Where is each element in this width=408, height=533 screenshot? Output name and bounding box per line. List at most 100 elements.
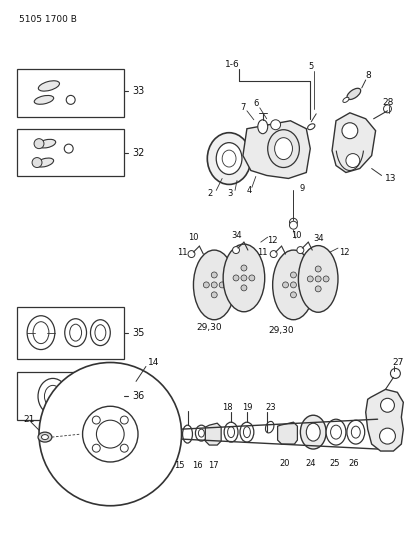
Text: 12: 12	[267, 236, 277, 245]
Ellipse shape	[326, 419, 346, 445]
Circle shape	[233, 275, 239, 281]
Polygon shape	[277, 422, 297, 444]
Circle shape	[270, 251, 277, 257]
Text: 11: 11	[177, 247, 187, 256]
Circle shape	[34, 139, 44, 149]
Circle shape	[283, 282, 288, 288]
Circle shape	[290, 272, 296, 278]
Circle shape	[82, 406, 138, 462]
Text: 34: 34	[313, 233, 324, 243]
Ellipse shape	[258, 120, 268, 134]
Ellipse shape	[38, 378, 68, 414]
Circle shape	[120, 444, 128, 452]
Text: 17: 17	[208, 462, 219, 471]
Text: 7: 7	[240, 103, 245, 112]
Circle shape	[241, 285, 247, 291]
Ellipse shape	[72, 379, 100, 413]
Ellipse shape	[38, 139, 55, 148]
Ellipse shape	[38, 432, 52, 442]
Ellipse shape	[70, 324, 82, 341]
Circle shape	[390, 368, 400, 378]
Polygon shape	[243, 121, 310, 179]
Circle shape	[379, 428, 395, 444]
Text: 8: 8	[366, 71, 371, 80]
Text: 6: 6	[254, 99, 259, 108]
Ellipse shape	[65, 319, 86, 346]
Ellipse shape	[308, 124, 315, 130]
Circle shape	[298, 282, 304, 288]
Ellipse shape	[300, 415, 326, 449]
Text: 10: 10	[291, 231, 302, 240]
Ellipse shape	[351, 426, 360, 438]
Ellipse shape	[91, 320, 110, 345]
Circle shape	[346, 154, 360, 167]
Ellipse shape	[330, 425, 341, 439]
Ellipse shape	[42, 434, 49, 440]
Ellipse shape	[95, 325, 106, 341]
Circle shape	[120, 416, 128, 424]
Circle shape	[92, 444, 100, 452]
Circle shape	[323, 276, 329, 282]
Circle shape	[241, 265, 247, 271]
Bar	[17, 373, 124, 420]
Text: 14: 14	[148, 358, 159, 367]
Text: 10: 10	[188, 232, 199, 241]
Ellipse shape	[193, 250, 235, 320]
Text: 4: 4	[247, 186, 252, 195]
Ellipse shape	[182, 425, 193, 443]
Text: 11: 11	[257, 247, 267, 256]
Circle shape	[211, 272, 217, 278]
Circle shape	[203, 282, 209, 288]
Ellipse shape	[347, 88, 361, 100]
Text: 29,30: 29,30	[196, 323, 222, 332]
Text: 2: 2	[207, 189, 213, 198]
Ellipse shape	[223, 244, 265, 312]
Circle shape	[297, 247, 304, 254]
Text: 20: 20	[279, 459, 290, 469]
Text: 5105 1700 B: 5105 1700 B	[19, 15, 77, 24]
Circle shape	[211, 282, 217, 288]
Circle shape	[39, 362, 182, 506]
Ellipse shape	[38, 81, 60, 91]
Ellipse shape	[198, 429, 204, 437]
Ellipse shape	[78, 386, 93, 406]
Text: 25: 25	[330, 459, 340, 469]
Text: 24: 24	[305, 459, 315, 469]
Circle shape	[32, 158, 42, 167]
Text: 18: 18	[222, 403, 233, 412]
Text: 32: 32	[132, 148, 144, 158]
Circle shape	[342, 123, 358, 139]
Ellipse shape	[266, 422, 274, 433]
Text: 35: 35	[132, 328, 144, 337]
Circle shape	[271, 120, 281, 130]
Text: 26: 26	[348, 459, 359, 469]
Text: 1-6: 1-6	[225, 60, 240, 69]
Ellipse shape	[244, 426, 251, 438]
Ellipse shape	[347, 420, 365, 444]
Bar	[17, 307, 124, 359]
Ellipse shape	[34, 95, 54, 104]
Ellipse shape	[228, 426, 235, 438]
Circle shape	[381, 398, 395, 412]
Polygon shape	[366, 389, 404, 451]
Ellipse shape	[44, 385, 61, 407]
Ellipse shape	[268, 130, 299, 167]
Circle shape	[241, 275, 247, 281]
Circle shape	[307, 276, 313, 282]
Text: 5: 5	[308, 61, 313, 70]
Circle shape	[315, 266, 321, 272]
Circle shape	[290, 221, 297, 229]
Text: 28: 28	[383, 99, 394, 107]
Ellipse shape	[298, 246, 338, 312]
Text: 36: 36	[132, 391, 144, 401]
Text: 15: 15	[174, 462, 185, 471]
Circle shape	[290, 218, 297, 226]
Ellipse shape	[216, 143, 242, 174]
Text: 3: 3	[227, 189, 233, 198]
Ellipse shape	[27, 316, 55, 350]
Circle shape	[92, 416, 100, 424]
Ellipse shape	[240, 422, 254, 442]
Text: 9: 9	[299, 184, 305, 193]
Ellipse shape	[306, 423, 320, 441]
Ellipse shape	[275, 138, 293, 159]
